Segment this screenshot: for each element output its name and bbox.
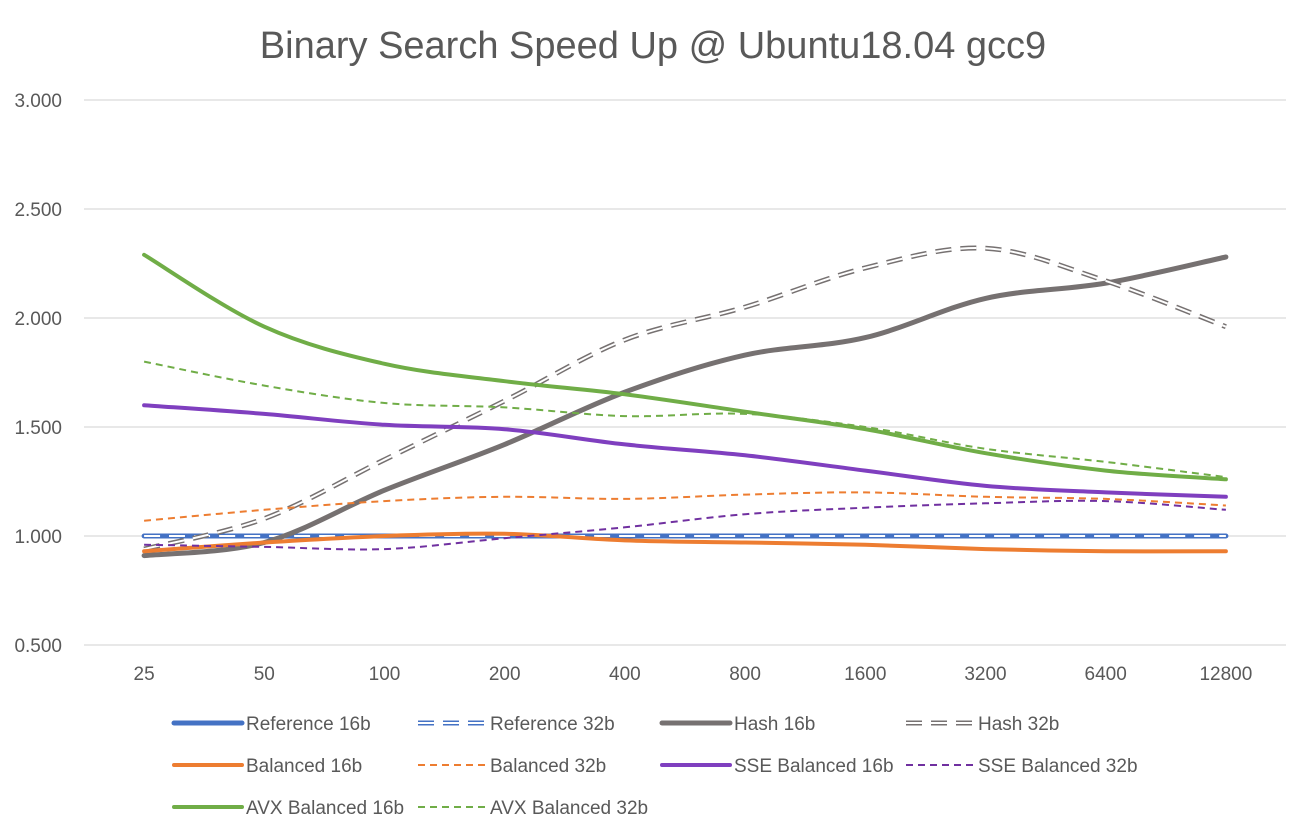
legend-item-sse-balanced-32b: SSE Balanced 32b: [906, 756, 1138, 777]
legend-item-hash-32b: Hash 32b: [906, 714, 1059, 735]
chart-title: Binary Search Speed Up @ Ubuntu18.04 gcc…: [260, 25, 1046, 67]
x-tick-label: 800: [729, 664, 761, 685]
legend-item-sse-balanced-16b: SSE Balanced 16b: [660, 756, 894, 777]
series-line-balanced-32b: [144, 491, 1226, 522]
legend-item-reference-32b: Reference 32b: [418, 714, 615, 735]
legend-label: SSE Balanced 16b: [734, 756, 894, 777]
y-tick-label: 1.000: [14, 527, 62, 548]
legend: Reference 16b Reference 32b Hash 16b Hash 3…: [171, 714, 1138, 819]
plot-area: [141, 245, 1229, 559]
legend-item-avx-balanced-16b: AVX Balanced 16b: [172, 798, 404, 819]
x-tick-label: 6400: [1085, 664, 1127, 685]
y-tick-label: 2.500: [14, 200, 62, 221]
series-line-sse-balanced-16b: [142, 403, 1228, 499]
y-tick-label: 0.500: [14, 636, 62, 657]
legend-label: AVX Balanced 16b: [246, 798, 404, 819]
x-tick-label: 200: [489, 664, 521, 685]
y-tick-label: 3.000: [14, 91, 62, 112]
y-tick-label: 2.000: [14, 309, 62, 330]
x-tick-label: 400: [609, 664, 641, 685]
x-tick-label: 1600: [844, 664, 886, 685]
x-tick-label: 100: [369, 664, 401, 685]
legend-label: Reference 32b: [490, 714, 615, 735]
legend-label: SSE Balanced 32b: [978, 756, 1138, 777]
legend-label: Balanced 32b: [490, 756, 606, 777]
legend-item-reference-16b: Reference 16b: [171, 714, 371, 735]
x-tick-label: 25: [134, 664, 155, 685]
legend-label: Hash 16b: [734, 714, 815, 735]
legend-label: Reference 16b: [246, 714, 371, 735]
x-axis-ticks: 25 50 100 200 400 800 1600 3200 6400 12800: [134, 664, 1253, 685]
series-line-hash-16b: [141, 254, 1229, 559]
y-tick-label: 1.500: [14, 418, 62, 439]
legend-item-avx-balanced-32b: AVX Balanced 32b: [418, 798, 648, 819]
legend-item-balanced-32b: Balanced 32b: [418, 756, 606, 777]
legend-label: Balanced 16b: [246, 756, 362, 777]
x-tick-label: 50: [254, 664, 275, 685]
series-line-balanced-16b: [142, 531, 1228, 554]
series-line-avx-balanced-16b: [142, 252, 1228, 482]
legend-item-hash-16b: Hash 16b: [659, 714, 815, 735]
y-axis-ticks: 0.500 1.000 1.500 2.000 2.500 3.000: [14, 91, 62, 657]
legend-item-balanced-16b: Balanced 16b: [172, 756, 362, 777]
legend-label: Hash 32b: [978, 714, 1059, 735]
legend-label: AVX Balanced 32b: [490, 798, 648, 819]
x-tick-label: 3200: [964, 664, 1006, 685]
x-tick-label: 12800: [1199, 664, 1252, 685]
series-line-sse-balanced-32b: [144, 499, 1226, 551]
series-line-hash-32b: [143, 245, 1227, 552]
